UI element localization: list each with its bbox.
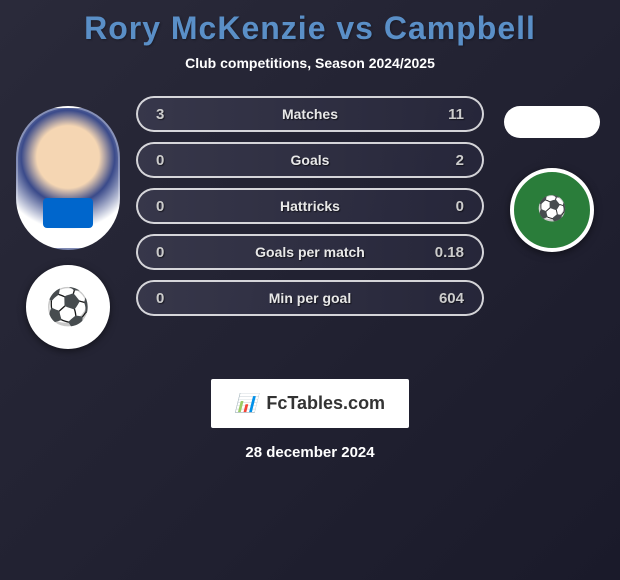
stat-left-value: 0 [156, 244, 164, 261]
brand-text: FcTables.com [266, 393, 385, 413]
chart-icon: 📊 [235, 393, 257, 413]
stat-right-value: 0 [456, 198, 464, 215]
stat-label: Min per goal [269, 290, 351, 306]
page-title: Rory McKenzie vs Campbell [0, 10, 620, 47]
left-column [8, 96, 128, 349]
stat-right-value: 2 [456, 152, 464, 169]
club-badge-right [510, 168, 594, 252]
comparison-card: Rory McKenzie vs Campbell Club competiti… [0, 0, 620, 471]
stat-left-value: 0 [156, 198, 164, 215]
stat-left-value: 3 [156, 106, 164, 123]
stat-bar-hattricks: 0 Hattricks 0 [136, 188, 484, 224]
stat-left-value: 0 [156, 290, 164, 307]
stat-right-value: 11 [448, 106, 464, 123]
content-row: 3 Matches 11 0 Goals 2 0 Hattricks 0 0 G… [0, 96, 620, 349]
stat-label: Goals [291, 152, 330, 168]
stat-label: Hattricks [280, 198, 340, 214]
brand-box: 📊 FcTables.com [211, 379, 409, 428]
stat-label: Goals per match [255, 244, 365, 260]
stat-bar-goals-per-match: 0 Goals per match 0.18 [136, 234, 484, 270]
player-avatar-left [16, 106, 120, 250]
stat-bar-goals: 0 Goals 2 [136, 142, 484, 178]
date-text: 28 december 2024 [0, 444, 620, 461]
player-placeholder-right [504, 106, 600, 138]
stat-right-value: 604 [439, 290, 464, 307]
footer: 📊 FcTables.com 28 december 2024 [0, 379, 620, 461]
stat-bar-min-per-goal: 0 Min per goal 604 [136, 280, 484, 316]
stat-label: Matches [282, 106, 338, 122]
stat-left-value: 0 [156, 152, 164, 169]
club-badge-left [26, 265, 110, 349]
stat-bar-matches: 3 Matches 11 [136, 96, 484, 132]
right-column [492, 96, 612, 252]
subtitle: Club competitions, Season 2024/2025 [0, 55, 620, 71]
stat-right-value: 0.18 [435, 244, 464, 261]
stats-column: 3 Matches 11 0 Goals 2 0 Hattricks 0 0 G… [128, 96, 492, 326]
